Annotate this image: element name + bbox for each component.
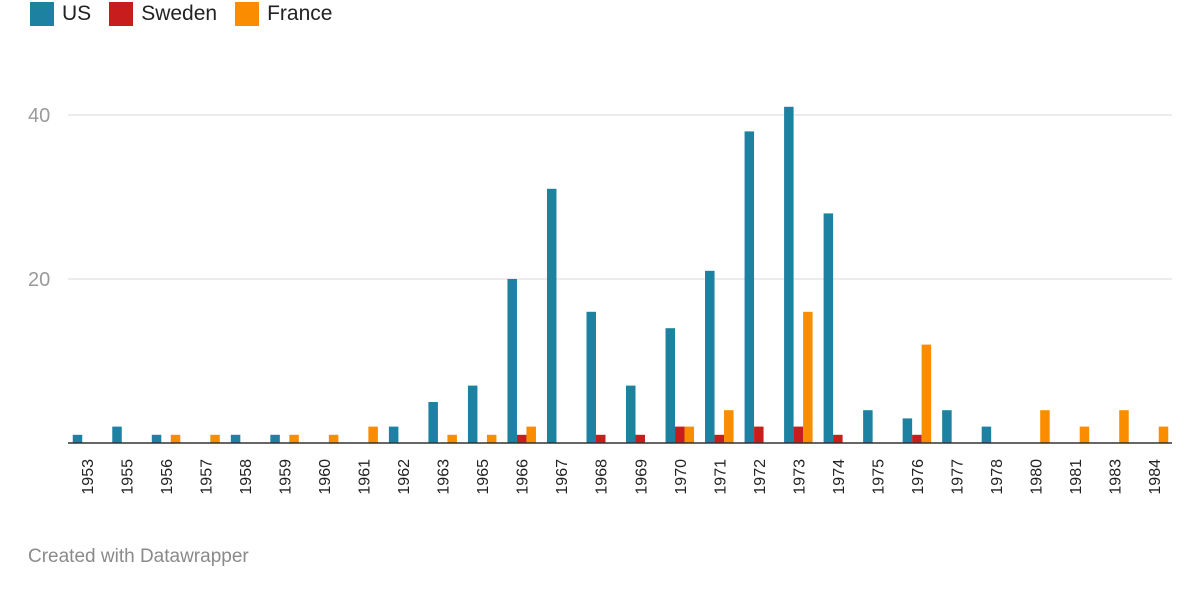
x-tick-label-1973: 1973 xyxy=(791,459,808,495)
bar-france-1980 xyxy=(1040,410,1050,443)
x-tick-label-1972: 1972 xyxy=(752,459,769,495)
x-tick-label-1966: 1966 xyxy=(515,459,532,495)
bar-us-1956 xyxy=(151,434,162,443)
bar-us-1968 xyxy=(586,311,596,443)
bar-france-1965 xyxy=(486,434,497,443)
bar-us-1963 xyxy=(428,402,438,443)
x-tick-label-1965: 1965 xyxy=(475,459,492,495)
x-tick-label-1974: 1974 xyxy=(831,459,848,495)
bar-sweden-1974 xyxy=(833,434,843,443)
x-tick-label-1971: 1971 xyxy=(712,459,729,495)
bar-us-1953 xyxy=(72,434,83,443)
legend-item-france: France xyxy=(235,2,332,26)
bar-sweden-1968 xyxy=(595,434,606,443)
x-tick-label-1960: 1960 xyxy=(317,459,334,495)
bar-france-1984 xyxy=(1158,426,1169,443)
legend-item-sweden: Sweden xyxy=(109,2,217,26)
bar-france-1966 xyxy=(526,426,536,443)
bar-sweden-1972 xyxy=(754,426,764,443)
bar-france-1959 xyxy=(289,434,299,443)
x-tick-label-1957: 1957 xyxy=(199,459,216,495)
bar-sweden-1971 xyxy=(714,434,725,443)
x-tick-label-1984: 1984 xyxy=(1147,459,1164,495)
bar-us-1975 xyxy=(863,410,873,443)
x-tick-label-1978: 1978 xyxy=(989,459,1006,495)
bar-us-1958 xyxy=(230,434,241,443)
x-tick-label-1959: 1959 xyxy=(278,459,295,495)
y-tick-label-40: 40 xyxy=(28,105,50,127)
x-tick-label-1977: 1977 xyxy=(949,459,966,495)
bar-us-1955 xyxy=(112,426,122,443)
bar-us-1972 xyxy=(744,131,755,443)
x-tick-label-1962: 1962 xyxy=(396,459,413,495)
bar-sweden-1973 xyxy=(793,426,804,443)
legend-swatch-france xyxy=(235,2,260,26)
bar-france-1963 xyxy=(447,434,457,443)
legend-swatch-us xyxy=(30,2,54,26)
x-tick-label-1961: 1961 xyxy=(357,459,374,495)
bar-france-1960 xyxy=(328,434,339,443)
legend-label-france: France xyxy=(267,2,333,25)
legend-label-sweden: Sweden xyxy=(141,2,218,25)
chart-legend: US Sweden France xyxy=(30,2,332,26)
x-tick-label-1958: 1958 xyxy=(238,459,255,495)
bar-us-1973 xyxy=(784,106,794,444)
bar-france-1970 xyxy=(684,426,695,443)
x-tick-label-1956: 1956 xyxy=(159,459,176,495)
x-tick-label-1963: 1963 xyxy=(436,459,453,495)
x-tick-label-1981: 1981 xyxy=(1068,459,1085,495)
legend-swatch-sweden xyxy=(109,2,134,26)
x-tick-label-1967: 1967 xyxy=(554,459,571,495)
x-tick-label-1969: 1969 xyxy=(633,459,650,495)
bar-us-1977 xyxy=(942,410,952,443)
x-tick-label-1975: 1975 xyxy=(870,459,887,495)
bar-us-1967 xyxy=(546,188,557,443)
bar-france-1983 xyxy=(1119,410,1129,443)
x-tick-label-1953: 1953 xyxy=(80,459,97,495)
bar-france-1973 xyxy=(803,311,813,443)
bar-sweden-1970 xyxy=(675,426,685,443)
bar-france-1961 xyxy=(368,426,378,443)
legend-item-us: US xyxy=(30,2,91,26)
bar-us-1970 xyxy=(665,328,676,443)
x-tick-label-1976: 1976 xyxy=(910,459,927,495)
x-tick-label-1968: 1968 xyxy=(594,459,611,495)
bar-us-1965 xyxy=(467,385,478,443)
bar-us-1969 xyxy=(626,385,636,443)
bar-us-1971 xyxy=(705,270,715,443)
bar-france-1956 xyxy=(170,434,181,443)
bar-us-1962 xyxy=(388,426,399,443)
bar-sweden-1966 xyxy=(516,434,527,443)
bar-france-1981 xyxy=(1079,426,1090,443)
x-tick-label-1955: 1955 xyxy=(120,459,137,495)
bar-sweden-1976 xyxy=(912,434,922,443)
legend-label-us: US xyxy=(62,2,92,25)
bar-france-1971 xyxy=(724,410,734,443)
bar-france-1957 xyxy=(210,434,220,443)
x-tick-label-1983: 1983 xyxy=(1107,459,1124,495)
bar-sweden-1969 xyxy=(635,434,646,443)
bar-us-1966 xyxy=(507,279,517,443)
credit-footer: Created with Datawrapper xyxy=(28,546,249,567)
bar-france-1976 xyxy=(921,344,932,443)
bar-us-1959 xyxy=(270,434,280,443)
x-tick-label-1980: 1980 xyxy=(1028,459,1045,495)
x-tick-label-1970: 1970 xyxy=(673,459,690,495)
bar-us-1976 xyxy=(902,418,913,443)
bar-us-1974 xyxy=(823,213,834,443)
bar-us-1978 xyxy=(981,426,992,443)
y-tick-label-20: 20 xyxy=(28,269,50,291)
